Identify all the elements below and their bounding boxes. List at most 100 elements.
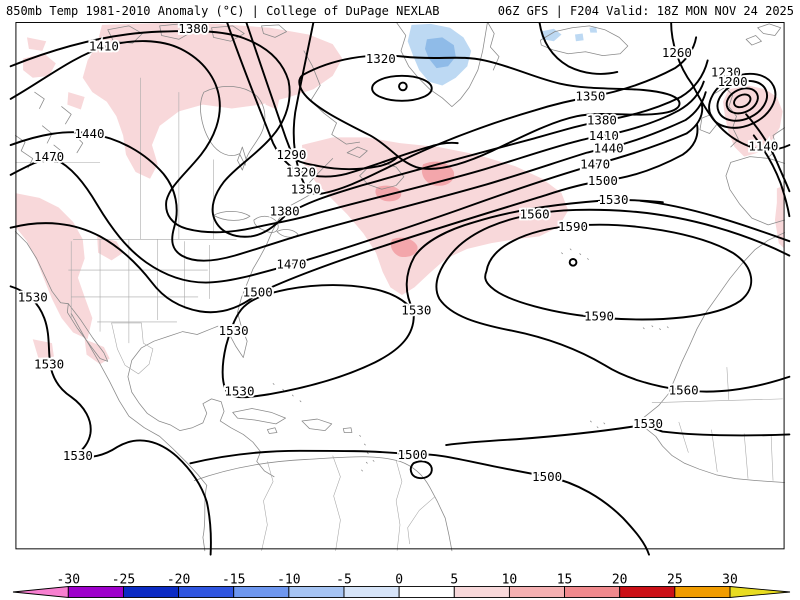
contour-value-label: 1320 (286, 164, 316, 179)
colorbar-tick-label: -25 (112, 573, 135, 588)
contour-value-label: 1530 (598, 192, 628, 207)
lesser-antilles-dots (359, 435, 375, 472)
colorbar-tick-label: -10 (277, 573, 300, 588)
contour-value-label: 1470 (580, 157, 610, 172)
contour-value-label: 1530 (219, 323, 249, 338)
high-center-mark (568, 258, 578, 267)
low-ring-2 (725, 87, 759, 115)
contour-value-label: 1500 (588, 173, 618, 188)
coastline-pacific (15, 231, 208, 486)
contour-value-label: 1260 (662, 45, 692, 60)
contour-value-label: 1470 (276, 257, 306, 272)
colorbar-tick-label: 10 (502, 573, 518, 588)
contour-1500-iberia (752, 134, 791, 218)
colorbar-arrow-below-min (12, 586, 69, 598)
warm-anomaly-alaska (23, 53, 56, 78)
colorbar-segments (12, 586, 791, 598)
contour-line-group (9, 22, 791, 556)
colorbar-tick-label: -20 (167, 573, 190, 588)
norway-coast (745, 23, 782, 46)
colorbar: -30 -25 -20 -15 -10 -5 0 5 10 15 20 25 30 (12, 573, 791, 598)
contour-value-label: 1560 (669, 383, 699, 398)
warm-anomaly-europe (723, 85, 785, 249)
contour-value-label: 1230 (711, 64, 741, 79)
contour-1380 (9, 30, 709, 238)
title-bar: 850mb Temp 1981-2010 Anomaly (°C) | Coll… (0, 0, 800, 22)
contour-value-label: 1500 (243, 284, 273, 299)
closed-low-inner-ring (371, 74, 433, 102)
contour-1260 (670, 22, 791, 151)
colorbar-segment (122, 586, 180, 598)
colorbar-tick-label: -15 (222, 573, 245, 588)
contour-1410 (9, 40, 705, 234)
contour-value-label: 1410 (89, 38, 119, 53)
contour-value-label: 1380 (587, 112, 617, 127)
geography-group (15, 22, 785, 552)
colorbar-segment (67, 586, 124, 598)
contour-value-label: 1200 (718, 74, 748, 89)
colorbar-tick-label: 30 (722, 573, 738, 588)
colorbar-arrow-above-max (729, 586, 791, 598)
contour-labels-group: 1380141014401470132012901320135013801470… (16, 22, 781, 486)
greenland-coast (395, 22, 500, 107)
coastline-south-america (193, 456, 453, 552)
contour-value-label: 1440 (74, 126, 104, 141)
contour-value-label: 1350 (575, 88, 605, 103)
model-run-info: 06Z GFS | F204 Valid: 18Z MON NOV 24 202… (497, 4, 794, 18)
contour-1500-tropical (189, 449, 650, 556)
contour-1500 (9, 123, 699, 314)
contour-value-label: 1440 (594, 140, 624, 155)
colorbar-tick-label: 25 (667, 573, 683, 588)
contour-value-label: 1500 (397, 447, 427, 462)
colorbar-segment (619, 586, 676, 598)
coastline-baja (66, 303, 109, 362)
africa-borders (651, 367, 783, 481)
contour-1290-iceland (538, 22, 619, 75)
contour-1560-high-loop (435, 208, 791, 393)
contour-1440 (9, 91, 707, 262)
contour-value-label: 1500 (532, 469, 562, 484)
colorbar-segment (343, 586, 400, 598)
colorbar-tick-label: 15 (557, 573, 573, 588)
cold-anomaly-greenland-core (424, 37, 456, 69)
colorbar-segment (178, 586, 235, 598)
map-border (15, 22, 785, 550)
contour-value-label: 1350 (291, 182, 321, 197)
contour-value-label: 1380 (178, 22, 208, 36)
colorbar-tick-label: -30 (57, 573, 80, 588)
contour-1320-coastal (225, 22, 459, 178)
contour-1500-small-closed (409, 460, 433, 480)
contour-value-label: 1530 (63, 448, 93, 463)
contour-value-label: 1530 (401, 303, 431, 318)
contour-value-label: 1380 (270, 204, 300, 219)
hudson-bay (200, 86, 266, 171)
iceland-coast (539, 25, 629, 57)
contour-1350-coastal (292, 22, 698, 196)
contour-value-label: 1410 (589, 128, 619, 143)
map-canvas: 1380141014401470132012901320135013801470… (9, 22, 791, 556)
contour-1590-closed-high (484, 223, 753, 321)
closed-low-center (398, 81, 408, 92)
cape-verde-dots (589, 420, 606, 433)
canary-islands-dots (642, 325, 669, 331)
contour-1530-atlantic-loop (221, 198, 791, 399)
contour-1470 (9, 103, 704, 284)
warm-anomaly-west-us (15, 193, 124, 365)
state-borders (68, 238, 237, 375)
colorbar-segment (288, 586, 345, 598)
contour-value-label: 1140 (748, 138, 778, 153)
colorbar-tick-label: 5 (450, 573, 458, 588)
contour-1290-coastal (245, 22, 400, 171)
colorbar-segment (233, 586, 290, 598)
colorbar-tick-label: -5 (336, 573, 352, 588)
borders-south-america (261, 455, 435, 551)
colorbar-segment (674, 586, 731, 598)
contour-1530-southern (9, 285, 212, 556)
bahamas-dots (272, 383, 302, 403)
contour-value-label: 1530 (34, 357, 64, 372)
africa-coast (639, 232, 785, 483)
colorbar-tick-label: 20 (612, 573, 628, 588)
contour-value-label: 1530 (18, 289, 48, 304)
coastline-caribbean-islands (232, 408, 353, 434)
